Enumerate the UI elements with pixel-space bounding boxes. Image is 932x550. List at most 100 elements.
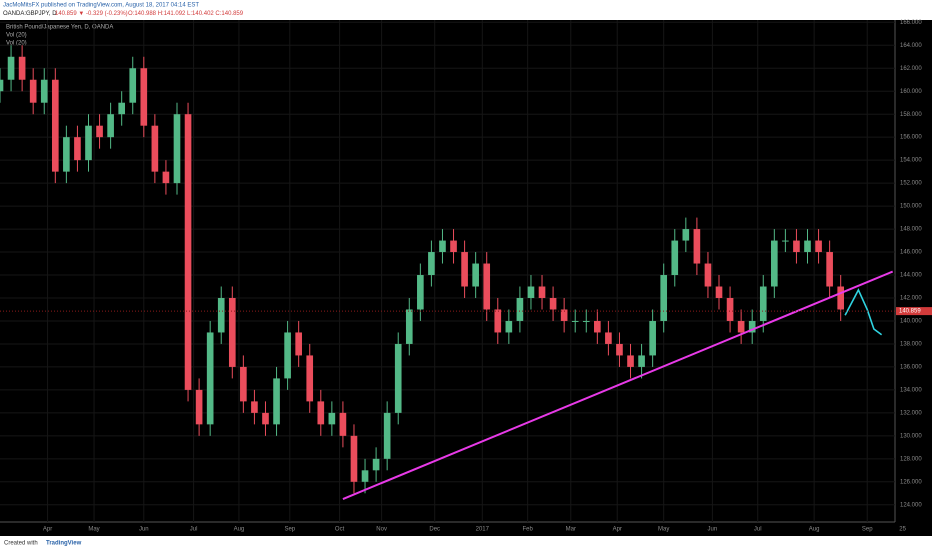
candle-body <box>693 229 701 264</box>
candle-body <box>328 412 336 425</box>
candle-body <box>129 68 137 103</box>
y-tick-label: 158.000 <box>900 112 922 118</box>
legend-item: Vol (20) <box>6 41 27 47</box>
candle-body <box>627 355 634 367</box>
candle-body <box>306 355 314 402</box>
x-tick-label: May <box>658 527 669 533</box>
y-tick-label: 144.000 <box>900 273 922 279</box>
candle-body <box>151 125 159 172</box>
candle-body <box>63 137 70 172</box>
candle-body <box>162 171 170 184</box>
y-tick-label: 152.000 <box>900 181 922 187</box>
candle-body <box>815 240 822 253</box>
candle-body <box>782 240 789 242</box>
candle-body <box>0 79 4 92</box>
y-tick-label: 128.000 <box>900 456 922 462</box>
candle-body <box>682 229 690 241</box>
x-tick-label: Dec <box>429 527 440 533</box>
candle-body <box>29 79 37 103</box>
y-tick-label: 150.000 <box>900 204 922 210</box>
candle-body <box>350 435 358 482</box>
candle-body <box>273 378 280 425</box>
candle-body <box>505 320 513 333</box>
y-tick-label: 124.000 <box>900 502 922 508</box>
last-price-tag <box>896 307 932 316</box>
candle-body <box>516 297 524 321</box>
candle-body <box>538 286 546 298</box>
candle-body <box>759 286 767 321</box>
x-tick-label: Jun <box>139 527 149 533</box>
candle-body <box>40 79 48 103</box>
candle-body <box>228 297 236 367</box>
candle-body <box>804 240 811 253</box>
candle-body <box>494 309 502 333</box>
projection-line <box>844 288 883 336</box>
x-tick-label: Mar <box>566 527 576 533</box>
candle-body <box>582 320 590 322</box>
candle-body <box>671 240 679 276</box>
brand[interactable]: TradingView <box>46 541 82 547</box>
candle-body <box>140 68 148 126</box>
candle-body <box>295 332 302 356</box>
y-tick-label: 164.000 <box>900 43 922 49</box>
y-tick-label: 132.000 <box>900 410 922 416</box>
x-tick-label: Oct <box>335 527 345 533</box>
x-tick-label: May <box>88 527 99 533</box>
candle-body <box>560 309 568 321</box>
x-tick-label: Sep <box>284 527 295 533</box>
candle-body <box>660 275 668 321</box>
candle-body <box>649 320 656 356</box>
x-tick-label: Jul <box>190 527 198 533</box>
candle-body <box>737 320 745 333</box>
candle-body <box>251 401 258 413</box>
last-price-label: 140.859 <box>899 309 921 315</box>
x-tick-label: Sep <box>862 527 873 533</box>
header-bg <box>0 0 932 20</box>
candle-body <box>107 114 114 138</box>
candle-body <box>405 309 413 344</box>
x-tick-label: Apr <box>43 527 52 533</box>
candle-body <box>74 137 81 161</box>
candle-body <box>793 240 800 253</box>
candle-body <box>638 355 645 367</box>
candle-body <box>339 412 347 436</box>
y-tick-label: 146.000 <box>900 250 922 256</box>
candle-body <box>826 252 833 287</box>
candle-body <box>240 366 247 402</box>
candle-body <box>394 343 402 413</box>
x-tick-label: 25 <box>899 527 906 533</box>
y-tick-label: 148.000 <box>900 227 922 233</box>
y-tick-label: 156.000 <box>900 135 922 141</box>
y-tick-label: 134.000 <box>900 387 922 393</box>
y-tick-label: 154.000 <box>900 158 922 164</box>
candle-body <box>262 412 269 425</box>
y-tick-label: 166.000 <box>900 20 922 26</box>
candle-body <box>472 263 479 287</box>
y-tick-label: 142.000 <box>900 296 922 302</box>
candle-body <box>527 286 535 298</box>
x-tick-label: 2017 <box>476 527 490 533</box>
candle-body <box>715 286 723 298</box>
candle-body <box>594 320 601 333</box>
candle-body <box>7 56 15 80</box>
legend-item: Vol (20) <box>6 33 27 39</box>
candle-body <box>317 401 325 425</box>
candle-body <box>85 125 92 161</box>
candle-body <box>372 458 380 471</box>
candle-body <box>450 240 457 253</box>
footer: Created with <box>4 541 38 547</box>
candle-body <box>417 275 424 310</box>
symbol: OANDA:GBPJPY, D <box>3 11 57 17</box>
candle-body <box>837 286 845 310</box>
y-tick-label: 162.000 <box>900 66 922 72</box>
x-tick-label: Apr <box>613 527 622 533</box>
candle-body <box>217 297 225 333</box>
candle-body <box>704 263 712 287</box>
candle-body <box>96 125 103 138</box>
legend-item: British Pound/Japanese Yen, D, OANDA <box>6 25 113 31</box>
candle-body <box>483 263 491 310</box>
footer-bg <box>0 536 932 550</box>
y-tick-label: 160.000 <box>900 89 922 95</box>
candle-body <box>616 343 623 356</box>
